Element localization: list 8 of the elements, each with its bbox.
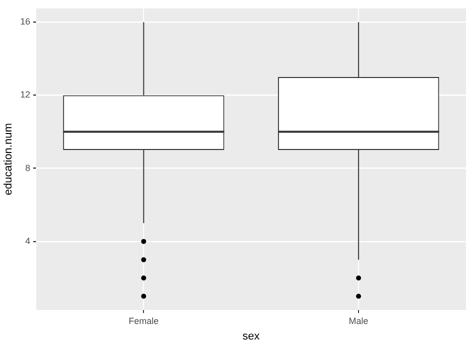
y-axis-title: education.num — [2, 123, 15, 196]
y-tick-label: 4 — [25, 236, 30, 246]
x-tick-label: Male — [348, 316, 368, 326]
x-axis-title: sex — [242, 330, 260, 342]
y-tick-label: 16 — [20, 16, 30, 27]
y-tick-label: 12 — [20, 90, 30, 100]
x-tick-label: Female — [128, 316, 159, 326]
y-tick-label: 8 — [25, 162, 30, 173]
